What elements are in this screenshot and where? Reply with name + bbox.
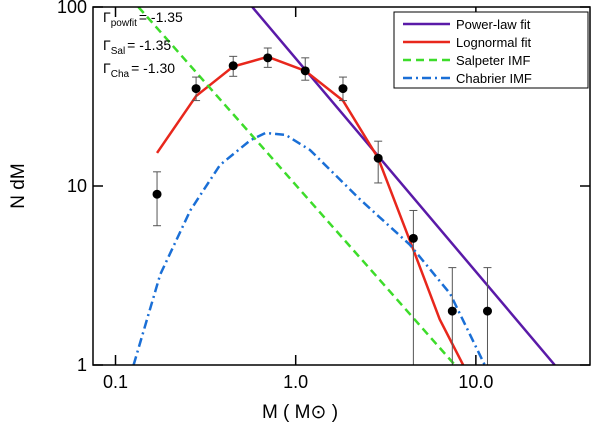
annotation-symbol: Γ <box>103 37 111 53</box>
annotation: ΓCha = -1.30 <box>103 60 175 80</box>
legend-label: Chabrier IMF <box>456 71 532 86</box>
y-axis-label: N dM <box>8 163 29 208</box>
data-point <box>373 153 383 163</box>
data-point <box>228 61 238 71</box>
x-axis-label: M ( M⊙ ) <box>262 402 338 423</box>
legend-label: Lognormal fit <box>456 35 532 50</box>
x-tick-label: 1.0 <box>283 372 308 392</box>
annotation-text: = -1.35 <box>139 9 183 25</box>
annotation-symbol: Γ <box>103 9 111 25</box>
plot-frame <box>92 6 591 366</box>
annotation-subscript: Sal <box>111 46 125 57</box>
annotation-subscript: powfit <box>111 18 137 29</box>
data-point <box>300 66 310 76</box>
annotation: ΓSal = -1.35 <box>103 37 171 57</box>
data-point <box>408 233 418 243</box>
data-point <box>263 53 273 63</box>
series-line <box>137 7 456 365</box>
x-tick-label: 10.0 <box>458 372 493 392</box>
legend-label: Power-law fit <box>456 17 531 32</box>
annotation-symbol: Γ <box>103 60 111 76</box>
x-tick-label: 0.1 <box>103 372 128 392</box>
annotation-text: = -1.30 <box>131 60 175 76</box>
annotation-subscript: Cha <box>111 69 130 80</box>
legend-label: Salpeter IMF <box>456 53 530 68</box>
plot-area <box>132 7 556 365</box>
data-point <box>152 189 162 199</box>
y-tick-label: 10 <box>67 176 87 196</box>
series-line <box>132 131 486 365</box>
data-point <box>447 306 457 316</box>
data-point <box>338 84 348 94</box>
y-tick-label: 100 <box>57 0 87 17</box>
series-line <box>156 55 465 365</box>
y-tick-label: 1 <box>77 355 87 375</box>
data-point <box>482 306 492 316</box>
annotation-text: = -1.35 <box>127 37 171 53</box>
data-point <box>191 84 201 94</box>
series-line <box>251 7 556 365</box>
annotation: Γpowfit = -1.35 <box>103 9 183 29</box>
